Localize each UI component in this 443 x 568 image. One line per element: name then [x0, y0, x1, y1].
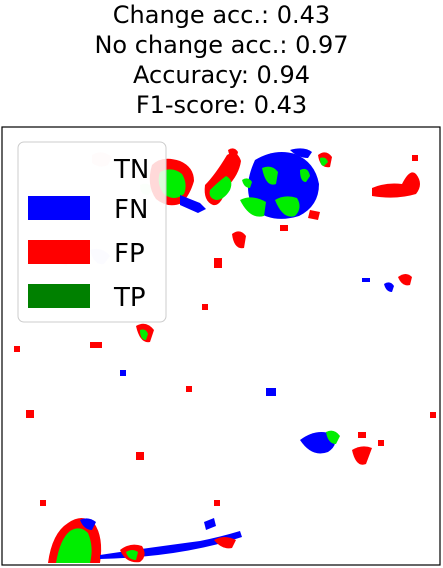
middle-patches: [14, 231, 246, 506]
legend-swatch-tn: [28, 156, 90, 180]
legend: TN FN FP TP: [17, 141, 167, 323]
legend-item-fn: FN: [28, 195, 148, 225]
right-patches: [266, 155, 436, 465]
legend-label-tp: TP: [113, 283, 146, 313]
legend-item-tp: TP: [28, 283, 146, 313]
legend-item-fp: FP: [28, 239, 145, 269]
legend-label-fp: FP: [114, 239, 145, 269]
bottom-cluster: [48, 518, 242, 563]
change-accuracy-text: Change acc.: 0.43: [112, 1, 331, 29]
legend-swatch-fn: [28, 196, 90, 220]
legend-label-tn: TN: [113, 155, 149, 185]
legend-item-tn: TN: [28, 155, 149, 185]
no-change-accuracy-text: No change acc.: 0.97: [94, 31, 349, 59]
legend-label-fn: FN: [114, 195, 148, 225]
accuracy-text: Accuracy: 0.94: [133, 61, 310, 89]
metrics-title: Change acc.: 0.43 No change acc.: 0.97 A…: [0, 0, 443, 120]
legend-swatch-tp: [28, 284, 90, 308]
legend-swatch-fp: [28, 240, 90, 264]
top-cluster: [149, 148, 332, 231]
legend-box: [17, 141, 167, 323]
f1-score-text: F1-score: 0.43: [135, 91, 308, 119]
